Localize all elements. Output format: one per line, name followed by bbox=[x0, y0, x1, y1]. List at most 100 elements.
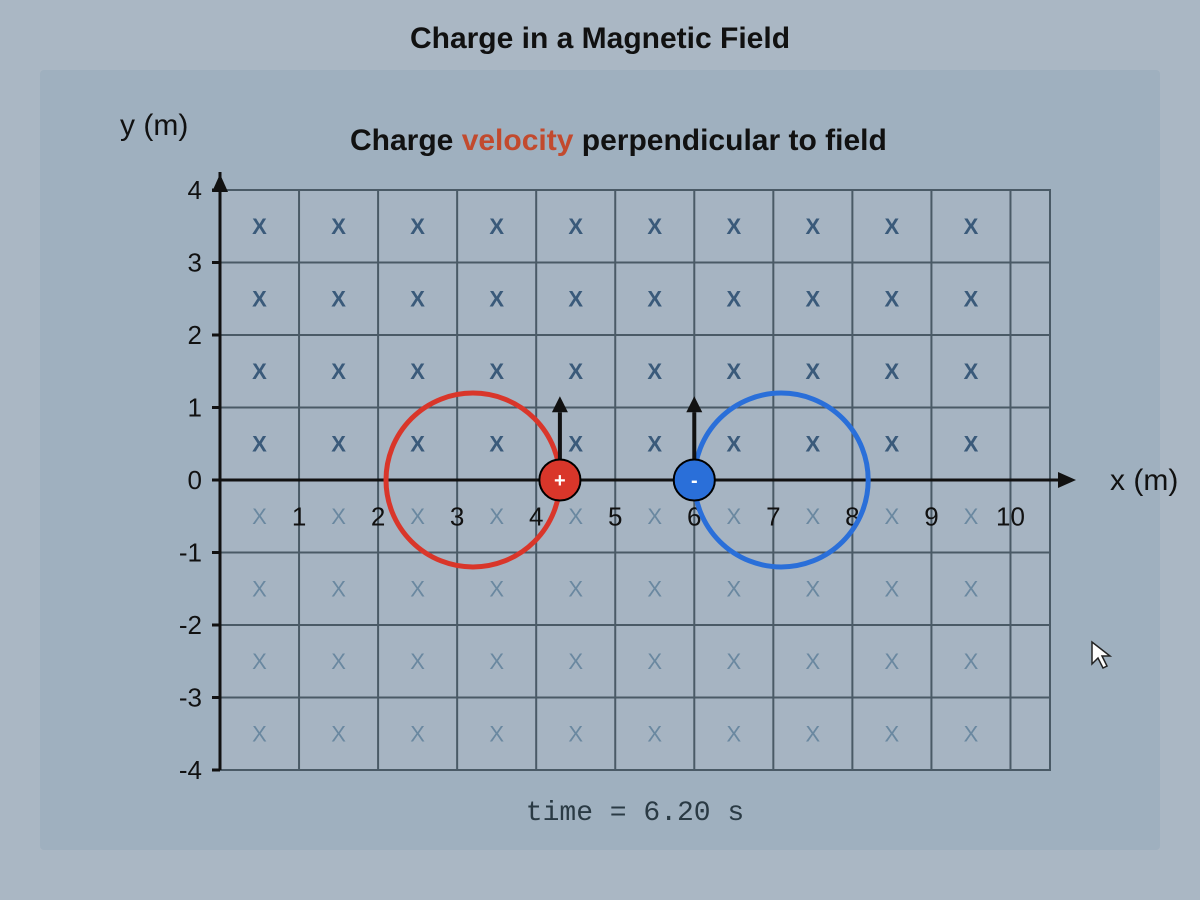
field-into-page-icon: X bbox=[331, 286, 346, 311]
field-into-page-icon: X bbox=[568, 721, 583, 746]
field-into-page-icon: X bbox=[252, 359, 267, 384]
field-into-page-icon: X bbox=[647, 359, 662, 384]
field-into-page-icon: X bbox=[806, 721, 821, 746]
field-into-page-icon: X bbox=[410, 576, 425, 601]
field-into-page-icon: X bbox=[806, 214, 821, 239]
field-into-page-icon: X bbox=[252, 431, 267, 456]
field-into-page-icon: X bbox=[331, 214, 346, 239]
field-into-page-icon: X bbox=[252, 286, 267, 311]
field-into-page-icon: X bbox=[568, 649, 583, 674]
field-into-page-icon: X bbox=[331, 649, 346, 674]
x-tick-label: 5 bbox=[608, 501, 622, 531]
field-into-page-icon: X bbox=[568, 576, 583, 601]
field-into-page-icon: X bbox=[647, 576, 662, 601]
x-tick-label: 7 bbox=[766, 501, 780, 531]
field-into-page-icon: X bbox=[885, 286, 900, 311]
field-into-page-icon: X bbox=[726, 504, 741, 529]
field-into-page-icon: X bbox=[964, 214, 979, 239]
field-into-page-icon: X bbox=[964, 504, 979, 529]
field-into-page-icon: X bbox=[489, 504, 504, 529]
field-into-page-icon: X bbox=[726, 431, 741, 456]
y-tick-label: -2 bbox=[179, 610, 202, 640]
field-into-page-icon: X bbox=[568, 214, 583, 239]
field-into-page-icon: X bbox=[964, 649, 979, 674]
field-into-page-icon: X bbox=[331, 431, 346, 456]
field-into-page-icon: X bbox=[964, 286, 979, 311]
field-into-page-icon: X bbox=[331, 504, 346, 529]
positive-charge-sign: + bbox=[554, 470, 566, 492]
y-tick-label: -1 bbox=[179, 538, 202, 568]
y-tick-label: -4 bbox=[179, 755, 202, 785]
y-axis-label: y (m) bbox=[120, 109, 188, 142]
field-into-page-icon: X bbox=[806, 576, 821, 601]
field-into-page-icon: X bbox=[568, 286, 583, 311]
field-into-page-icon: X bbox=[647, 214, 662, 239]
field-into-page-icon: X bbox=[489, 214, 504, 239]
field-into-page-icon: X bbox=[726, 286, 741, 311]
y-tick-label: 4 bbox=[188, 175, 202, 205]
field-into-page-icon: X bbox=[726, 649, 741, 674]
field-into-page-icon: X bbox=[489, 286, 504, 311]
field-into-page-icon: X bbox=[806, 504, 821, 529]
field-into-page-icon: X bbox=[885, 721, 900, 746]
y-tick-label: 2 bbox=[188, 320, 202, 350]
field-into-page-icon: X bbox=[410, 649, 425, 674]
field-into-page-icon: X bbox=[489, 576, 504, 601]
y-tick-label: 3 bbox=[188, 248, 202, 278]
field-into-page-icon: X bbox=[331, 721, 346, 746]
field-into-page-icon: X bbox=[885, 431, 900, 456]
x-tick-label: 4 bbox=[529, 501, 543, 531]
field-into-page-icon: X bbox=[568, 431, 583, 456]
field-into-page-icon: X bbox=[885, 359, 900, 384]
field-into-page-icon: X bbox=[885, 504, 900, 529]
field-into-page-icon: X bbox=[647, 431, 662, 456]
field-into-page-icon: X bbox=[410, 504, 425, 529]
field-into-page-icon: X bbox=[568, 359, 583, 384]
y-tick-label: 1 bbox=[188, 393, 202, 423]
field-into-page-icon: X bbox=[726, 359, 741, 384]
field-into-page-icon: X bbox=[489, 431, 504, 456]
field-into-page-icon: X bbox=[331, 359, 346, 384]
field-into-page-icon: X bbox=[647, 721, 662, 746]
x-tick-label: 2 bbox=[371, 501, 385, 531]
field-into-page-icon: X bbox=[410, 359, 425, 384]
field-into-page-icon: X bbox=[410, 286, 425, 311]
field-into-page-icon: X bbox=[410, 214, 425, 239]
field-into-page-icon: X bbox=[252, 504, 267, 529]
field-into-page-icon: X bbox=[885, 214, 900, 239]
field-into-page-icon: X bbox=[252, 576, 267, 601]
field-into-page-icon: X bbox=[647, 286, 662, 311]
negative-charge-sign: - bbox=[691, 470, 698, 492]
field-into-page-icon: X bbox=[964, 359, 979, 384]
field-into-page-icon: X bbox=[726, 576, 741, 601]
field-into-page-icon: X bbox=[885, 576, 900, 601]
field-into-page-icon: X bbox=[410, 721, 425, 746]
field-into-page-icon: X bbox=[647, 504, 662, 529]
field-into-page-icon: X bbox=[964, 576, 979, 601]
field-into-page-icon: X bbox=[410, 431, 425, 456]
field-into-page-icon: X bbox=[647, 649, 662, 674]
field-into-page-icon: X bbox=[726, 214, 741, 239]
x-tick-label: 1 bbox=[292, 501, 306, 531]
subtitle: Charge velocity perpendicular to field bbox=[350, 124, 887, 157]
field-into-page-icon: X bbox=[964, 721, 979, 746]
field-into-page-icon: X bbox=[252, 214, 267, 239]
field-into-page-icon: X bbox=[489, 649, 504, 674]
x-axis-label: x (m) bbox=[1110, 464, 1178, 497]
x-tick-label: 10 bbox=[996, 501, 1025, 531]
field-into-page-icon: X bbox=[489, 721, 504, 746]
x-tick-label: 3 bbox=[450, 501, 464, 531]
field-into-page-icon: X bbox=[806, 649, 821, 674]
field-into-page-icon: X bbox=[568, 504, 583, 529]
main-title: Charge in a Magnetic Field bbox=[410, 22, 790, 55]
x-tick-label: 9 bbox=[924, 501, 938, 531]
field-into-page-icon: X bbox=[489, 359, 504, 384]
field-into-page-icon: X bbox=[252, 721, 267, 746]
field-into-page-icon: X bbox=[885, 649, 900, 674]
screen: Charge in a Magnetic Field Charge velocit… bbox=[0, 0, 1200, 900]
y-tick-label: 0 bbox=[188, 465, 202, 495]
field-into-page-icon: X bbox=[331, 576, 346, 601]
field-into-page-icon: X bbox=[964, 431, 979, 456]
field-into-page-icon: X bbox=[806, 359, 821, 384]
field-into-page-icon: X bbox=[252, 649, 267, 674]
